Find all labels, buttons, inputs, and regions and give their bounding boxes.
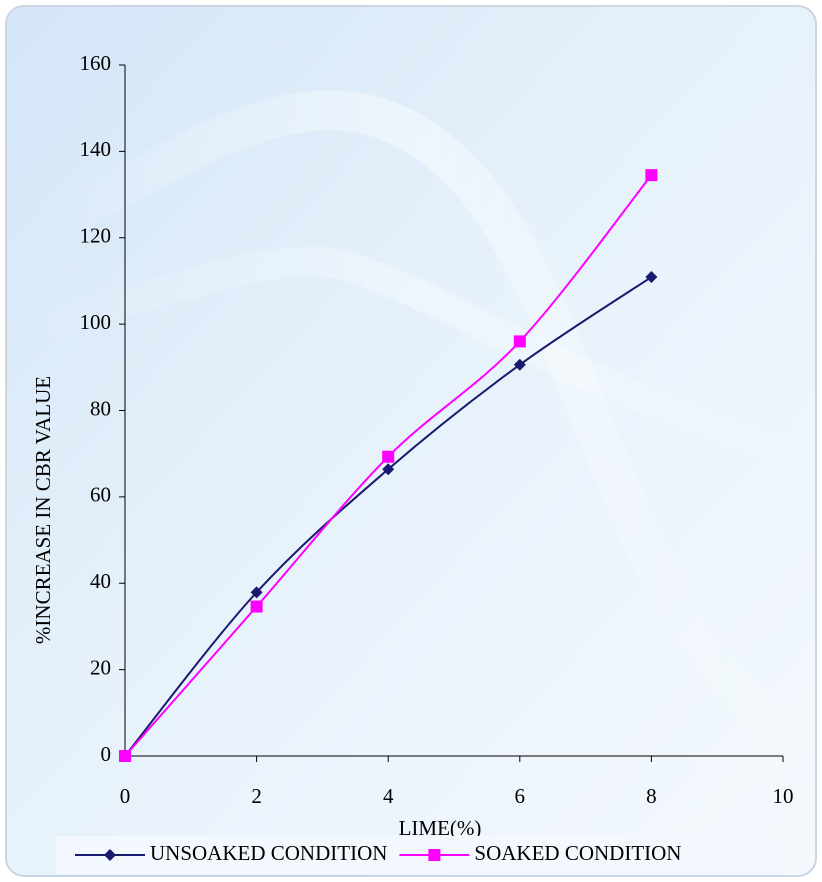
- y-tick-label: 20: [90, 655, 111, 679]
- legend-label: SOAKED CONDITION: [474, 841, 681, 865]
- marker: [251, 601, 263, 613]
- y-tick-label: 120: [80, 224, 112, 248]
- x-tick-label: 4: [383, 784, 394, 808]
- marker: [645, 169, 657, 181]
- y-axis-title: %INCREASE IN CBR VALUE: [31, 376, 55, 644]
- marker: [119, 750, 131, 762]
- x-tick-label: 10: [773, 784, 794, 808]
- y-tick-label: 0: [101, 742, 112, 766]
- x-tick-label: 0: [120, 784, 131, 808]
- y-tick-label: 80: [90, 396, 111, 420]
- y-tick-label: 100: [80, 310, 112, 334]
- y-tick-label: 60: [90, 483, 111, 507]
- y-tick-label: 40: [90, 569, 111, 593]
- x-tick-label: 8: [646, 784, 657, 808]
- legend-label: UNSOAKED CONDITION: [150, 841, 387, 865]
- x-tick-label: 2: [251, 784, 262, 808]
- y-tick-label: 140: [80, 137, 112, 161]
- marker: [382, 451, 394, 463]
- y-tick-label: 160: [80, 51, 112, 75]
- x-tick-label: 6: [515, 784, 526, 808]
- chart: LIME(%) %INCREASE IN CBR VALUE 020406080…: [0, 0, 822, 882]
- marker: [514, 335, 526, 347]
- legend-marker: [428, 849, 440, 861]
